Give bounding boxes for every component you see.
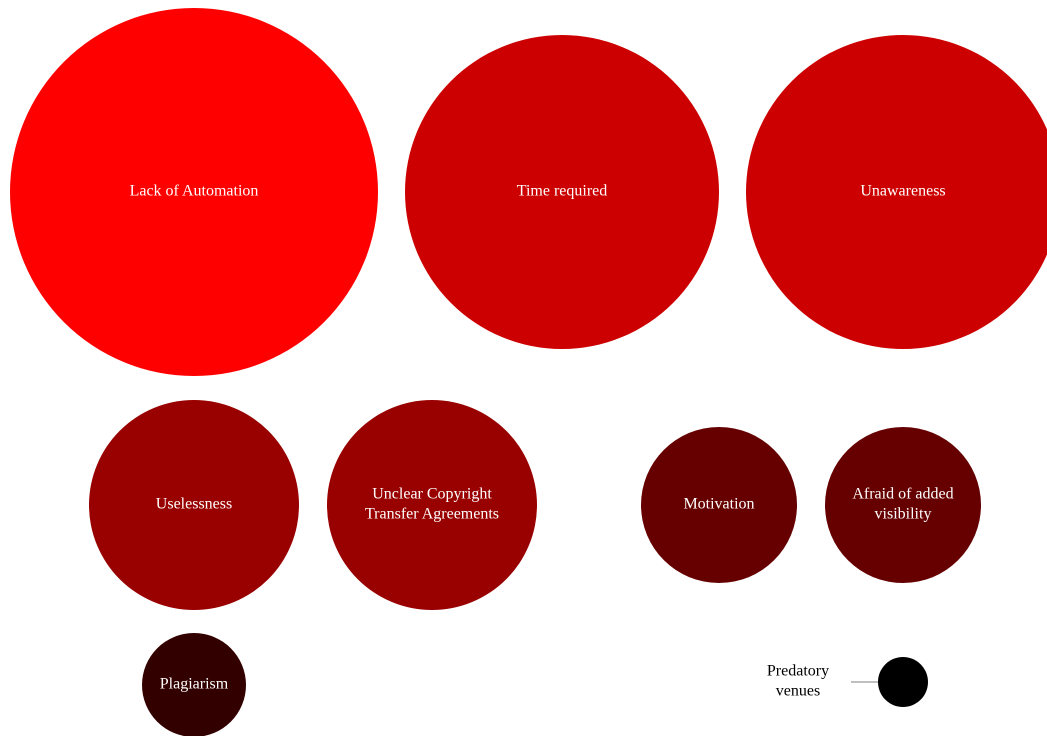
label-predatory-venues-line-2: venues [776,683,820,700]
label-lack-of-automation: Lack of Automation [130,183,259,200]
label-unclear-copyright-transfer-agreements-line-2: Transfer Agreements [365,506,499,523]
label-plagiarism: Plagiarism [160,676,229,693]
label-uselessness: Uselessness [156,496,232,513]
bubble-uselessness [89,400,299,610]
bubble-unawareness [746,35,1047,349]
bubble-plagiarism [142,633,246,736]
label-afraid-of-added-visibility-line-2: visibility [875,506,932,523]
label-time-required: Time required [517,183,608,200]
bubble-lack-of-automation [10,8,378,376]
label-predatory-venues-line-1: Predatory [767,663,829,680]
label-afraid-of-added-visibility-line-1: Afraid of added [852,486,953,503]
bubble-time-required [405,35,719,349]
label-unawareness: Unawareness [860,183,945,200]
label-unclear-copyright-transfer-agreements-line-1: Unclear Copyright [372,486,492,503]
bubble-afraid-of-added-visibility [825,427,981,583]
bubble-unclear-copyright-transfer-agreements [327,400,537,610]
label-motivation: Motivation [683,496,754,513]
bubble-motivation [641,427,797,583]
bubble-predatory-venues [878,657,928,707]
